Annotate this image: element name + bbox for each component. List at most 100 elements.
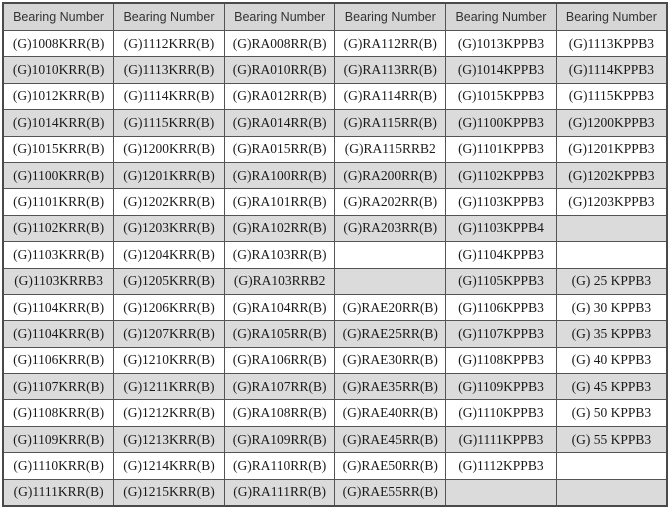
bearing-number-cell: (G)1114KRR(B)	[113, 82, 225, 111]
bearing-number-cell: (G)RA111RR(B)	[223, 478, 336, 507]
bearing-number-cell: (G) 30 KPPB3	[555, 293, 668, 322]
bearing-number-cell: (G)1106KRR(B)	[2, 346, 115, 375]
bearing-number-cell: (G)RAE25RR(B)	[334, 320, 447, 348]
bearing-number-cell: (G)RAE45RR(B)	[334, 425, 447, 454]
bearing-number-cell: (G)RA102RR(B)	[223, 214, 336, 243]
table-row: (G)1103KRR(B) (G)1204KRR(B) (G)RA103RR(B) (…	[2, 241, 668, 269]
bearing-number-cell: (G)1215KRR(B)	[113, 478, 225, 507]
bearing-number-cell: (G)1013KPPB3	[445, 29, 557, 58]
table-row: (G)1108KRR(B) (G)1212KRR(B) (G)RA108RR(B)(…	[2, 399, 668, 427]
bearing-number-cell: (G)1112KRR(B)	[113, 29, 225, 58]
bearing-number-cell: (G)1100KPPB3	[445, 109, 557, 137]
bearing-number-cell: (G)RA101RR(B)	[223, 188, 336, 216]
bearing-number-cell: (G)RA010RR(B)	[223, 56, 336, 84]
table-row: (G)1010KRR(B) (G)1113KRR(B) (G)RA010RR(B)(…	[2, 56, 668, 84]
bearing-number-cell: (G)RA109RR(B)	[223, 425, 336, 454]
table-row: (G)1012KRR(B) (G)1114KRR(B) (G)RA012RR(B)(…	[2, 82, 668, 111]
bearing-number-cell: (G)1110KRR(B)	[2, 452, 115, 480]
bearing-number-cell: (G)1115KPPB3	[555, 82, 668, 111]
bearing-number-cell	[555, 214, 668, 243]
bearing-number-cell: (G)1108KPPB3	[445, 346, 557, 375]
bearing-number-cell: (G)1201KRR(B)	[113, 161, 225, 190]
column-header: Bearing Number	[555, 2, 668, 31]
bearing-number-cell: (G)RA104RR(B)	[223, 293, 336, 322]
bearing-number-cell: (G)1206KRR(B)	[113, 293, 225, 322]
bearing-number-cell: (G)RA008RR(B)	[223, 29, 336, 58]
bearing-number-cell: (G)RA114RR(B)	[334, 82, 447, 111]
table-row: (G)1103KRRB3 (G)1205KRR(B) (G)RA103RRB2 (G)…	[2, 267, 668, 295]
bearing-number-cell: (G)1103KRRB3	[2, 267, 115, 295]
table-row: (G)1015KRR(B) (G)1200KRR(B) (G)RA015RR(B)(…	[2, 135, 668, 163]
bearing-number-cell: (G)RA112RR(B)	[334, 29, 447, 58]
bearing-number-cell: (G)1202KRR(B)	[113, 188, 225, 216]
bearing-number-cell: (G)RA115RR(B)	[334, 109, 447, 137]
column-header: Bearing Number	[445, 2, 557, 31]
bearing-number-cell: (G)RA103RRB2	[223, 267, 336, 295]
table-row: (G)1107KRR(B) (G)1211KRR(B) (G)RA107RR(B)(…	[2, 373, 668, 401]
bearing-number-cell	[445, 478, 557, 507]
column-header: Bearing Number	[2, 2, 115, 31]
bearing-table-body: (G)1008KRR(B) (G)1112KRR(B) (G)RA008RR(B)(…	[2, 29, 668, 507]
bearing-number-cell	[334, 241, 447, 269]
table-row: (G)1100KRR(B) (G)1201KRR(B) (G)RA100RR(B)(…	[2, 161, 668, 190]
bearing-number-cell: (G)1008KRR(B)	[2, 29, 115, 58]
bearing-number-cell: (G)1200KRR(B)	[113, 135, 225, 163]
bearing-number-cell: (G)1109KRR(B)	[2, 425, 115, 454]
bearing-number-cell: (G)1212KRR(B)	[113, 399, 225, 427]
bearing-number-cell: (G)RA014RR(B)	[223, 109, 336, 137]
bearing-number-cell: (G)RA113RR(B)	[334, 56, 447, 84]
bearing-number-cell: (G)1110KPPB3	[445, 399, 557, 427]
bearing-number-cell: (G)1211KRR(B)	[113, 373, 225, 401]
bearing-number-cell: (G)RA200RR(B)	[334, 161, 447, 190]
bearing-number-cell: (G)1207KRR(B)	[113, 320, 225, 348]
bearing-number-cell: (G)RA115RRB2	[334, 135, 447, 163]
bearing-number-cell: (G)1106KPPB3	[445, 293, 557, 322]
bearing-number-cell: (G)RA107RR(B)	[223, 373, 336, 401]
table-row: (G)1106KRR(B) (G)1210KRR(B) (G)RA106RR(B)(…	[2, 346, 668, 375]
table-row: (G)1104KRR(B) (G)1206KRR(B) (G)RA104RR(B)(…	[2, 293, 668, 322]
bearing-number-cell: (G)1214KRR(B)	[113, 452, 225, 480]
bearing-number-cell: (G)RA110RR(B)	[223, 452, 336, 480]
bearing-number-cell: (G)1201KPPB3	[555, 135, 668, 163]
bearing-number-cell: (G)1112KPPB3	[445, 452, 557, 480]
bearing-number-cell: (G)RA100RR(B)	[223, 161, 336, 190]
bearing-number-cell: (G)1101KRR(B)	[2, 188, 115, 216]
table-row: (G)1101KRR(B) (G)1202KRR(B) (G)RA101RR(B)(…	[2, 188, 668, 216]
bearing-number-cell: (G)1204KRR(B)	[113, 241, 225, 269]
bearing-number-cell: (G)1115KRR(B)	[113, 109, 225, 137]
column-header: Bearing Number	[223, 2, 336, 31]
bearing-number-cell: (G)1107KPPB3	[445, 320, 557, 348]
bearing-number-cell: (G)RAE35RR(B)	[334, 373, 447, 401]
bearing-number-cell	[555, 478, 668, 507]
bearing-number-cell: (G)1203KRR(B)	[113, 214, 225, 243]
table-row: (G)1008KRR(B) (G)1112KRR(B) (G)RA008RR(B)(…	[2, 29, 668, 58]
table-row: (G)1104KRR(B) (G)1207KRR(B) (G)RA105RR(B)(…	[2, 320, 668, 348]
bearing-number-cell: (G)RA012RR(B)	[223, 82, 336, 111]
bearing-number-cell: (G)RAE50RR(B)	[334, 452, 447, 480]
bearing-number-cell: (G)1102KPPB3	[445, 161, 557, 190]
bearing-number-cell: (G)1213KRR(B)	[113, 425, 225, 454]
table-header-row: Bearing Number Bearing Number Bearing Numb…	[2, 2, 668, 31]
bearing-number-cell: (G)RA103RR(B)	[223, 241, 336, 269]
bearing-number-cell: (G)1108KRR(B)	[2, 399, 115, 427]
bearing-number-cell: (G)RAE20RR(B)	[334, 293, 447, 322]
bearing-number-cell: (G)RAE40RR(B)	[334, 399, 447, 427]
bearing-number-cell: (G)1100KRR(B)	[2, 161, 115, 190]
column-header: Bearing Number	[334, 2, 447, 31]
table-row: (G)1102KRR(B) (G)1203KRR(B) (G)RA102RR(B)(…	[2, 214, 668, 243]
bearing-number-cell: (G)1202KPPB3	[555, 161, 668, 190]
bearing-number-cell: (G)1102KRR(B)	[2, 214, 115, 243]
bearing-number-cell	[334, 267, 447, 295]
bearing-number-cell: (G)1101KPPB3	[445, 135, 557, 163]
bearing-number-cell: (G)1103KRR(B)	[2, 241, 115, 269]
bearing-number-cell: (G)1015KRR(B)	[2, 135, 115, 163]
bearing-number-cell: (G)RA015RR(B)	[223, 135, 336, 163]
bearing-number-cell: (G)1109KPPB3	[445, 373, 557, 401]
bearing-number-cell: (G)1104KPPB3	[445, 241, 557, 269]
bearing-number-cell: (G)RA202RR(B)	[334, 188, 447, 216]
bearing-number-cell: (G)RAE30RR(B)	[334, 346, 447, 375]
bearing-number-cell: (G)1114KPPB3	[555, 56, 668, 84]
bearing-number-cell: (G) 45 KPPB3	[555, 373, 668, 401]
column-header: Bearing Number	[113, 2, 225, 31]
bearing-number-cell: (G)1203KPPB3	[555, 188, 668, 216]
